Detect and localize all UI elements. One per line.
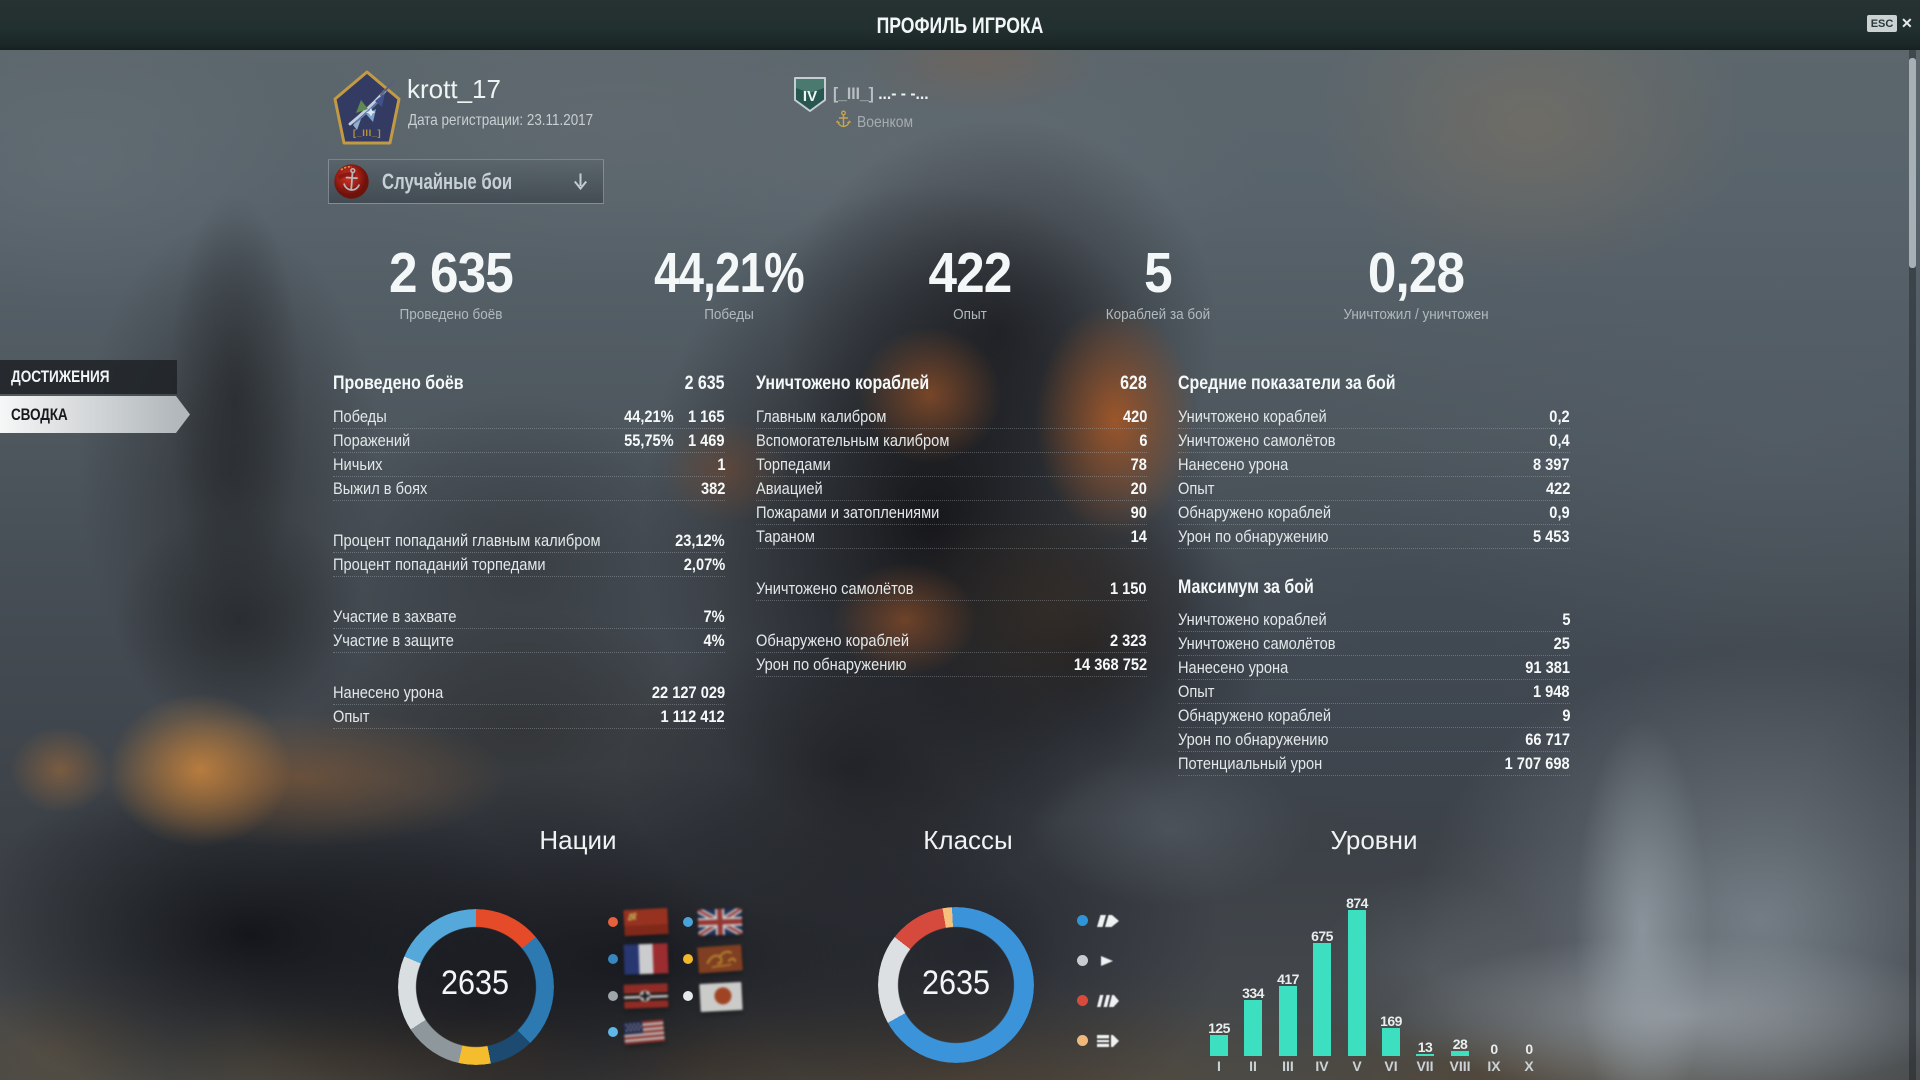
- svg-text:IV: IV: [803, 88, 817, 105]
- svg-text:[_III_]: [_III_]: [353, 128, 381, 139]
